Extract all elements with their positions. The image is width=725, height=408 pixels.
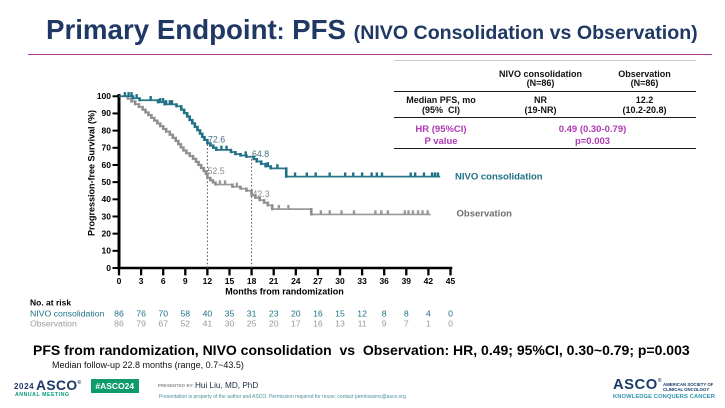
svg-text:30: 30 bbox=[335, 276, 345, 286]
svg-text:60: 60 bbox=[102, 160, 112, 170]
svg-text:9: 9 bbox=[382, 319, 387, 329]
svg-text:64.8: 64.8 bbox=[252, 149, 269, 159]
svg-text:67: 67 bbox=[158, 319, 168, 329]
svg-text:6: 6 bbox=[161, 276, 166, 286]
svg-text:Progression-free Survival (%): Progression-free Survival (%) bbox=[87, 110, 97, 236]
svg-text:42.3: 42.3 bbox=[253, 189, 270, 199]
svg-text:80: 80 bbox=[102, 125, 112, 135]
svg-text:50: 50 bbox=[102, 177, 112, 187]
svg-text:36: 36 bbox=[379, 276, 389, 286]
svg-text:42: 42 bbox=[424, 276, 434, 286]
svg-text:18: 18 bbox=[247, 276, 257, 286]
svg-text:16: 16 bbox=[313, 319, 323, 329]
svg-text:20: 20 bbox=[291, 308, 301, 318]
svg-text:12: 12 bbox=[203, 276, 213, 286]
svg-text:0: 0 bbox=[448, 319, 453, 329]
svg-text:27: 27 bbox=[313, 276, 323, 286]
svg-text:30: 30 bbox=[102, 211, 112, 221]
svg-text:90: 90 bbox=[102, 108, 112, 118]
svg-text:31: 31 bbox=[247, 308, 257, 318]
svg-text:23: 23 bbox=[269, 308, 279, 318]
svg-text:8: 8 bbox=[404, 308, 409, 318]
svg-text:41: 41 bbox=[203, 319, 213, 329]
svg-text:12: 12 bbox=[357, 308, 367, 318]
svg-text:0: 0 bbox=[106, 263, 111, 273]
svg-text:79: 79 bbox=[136, 319, 146, 329]
svg-text:20: 20 bbox=[269, 319, 279, 329]
svg-text:52.5: 52.5 bbox=[208, 166, 225, 176]
svg-text:33: 33 bbox=[357, 276, 367, 286]
svg-text:30: 30 bbox=[225, 319, 235, 329]
svg-text:0: 0 bbox=[448, 308, 453, 318]
svg-text:100: 100 bbox=[97, 91, 111, 101]
svg-text:86: 86 bbox=[114, 308, 124, 318]
svg-text:NIVO consolidation: NIVO consolidation bbox=[30, 308, 105, 318]
svg-text:1: 1 bbox=[426, 319, 431, 329]
svg-text:86: 86 bbox=[114, 319, 124, 329]
svg-text:9: 9 bbox=[183, 276, 188, 286]
svg-text:3: 3 bbox=[139, 276, 144, 286]
svg-text:21: 21 bbox=[269, 276, 279, 286]
svg-text:16: 16 bbox=[313, 308, 323, 318]
svg-text:72.6: 72.6 bbox=[208, 135, 225, 145]
svg-text:No. at risk: No. at risk bbox=[30, 298, 71, 308]
svg-text:11: 11 bbox=[358, 319, 367, 329]
svg-text:0: 0 bbox=[117, 276, 122, 286]
svg-text:24: 24 bbox=[291, 276, 301, 286]
svg-text:Observation: Observation bbox=[457, 209, 513, 220]
svg-text:Months from randomization: Months from randomization bbox=[225, 287, 344, 297]
svg-text:7: 7 bbox=[404, 319, 409, 329]
svg-text:8: 8 bbox=[382, 308, 387, 318]
svg-text:45: 45 bbox=[446, 276, 456, 286]
svg-text:15: 15 bbox=[225, 276, 235, 286]
svg-text:20: 20 bbox=[102, 228, 112, 238]
svg-text:Observation: Observation bbox=[30, 319, 77, 329]
svg-text:70: 70 bbox=[158, 308, 168, 318]
svg-text:10: 10 bbox=[102, 246, 112, 256]
svg-text:13: 13 bbox=[335, 319, 345, 329]
svg-text:NIVO consolidation: NIVO consolidation bbox=[455, 172, 543, 183]
svg-text:4: 4 bbox=[426, 308, 431, 318]
svg-text:52: 52 bbox=[180, 319, 190, 329]
svg-text:15: 15 bbox=[335, 308, 345, 318]
svg-text:40: 40 bbox=[203, 308, 213, 318]
svg-text:70: 70 bbox=[102, 143, 112, 153]
svg-text:39: 39 bbox=[402, 276, 412, 286]
svg-text:58: 58 bbox=[180, 308, 190, 318]
svg-text:25: 25 bbox=[247, 319, 257, 329]
svg-text:40: 40 bbox=[102, 194, 112, 204]
svg-text:35: 35 bbox=[225, 308, 235, 318]
svg-text:17: 17 bbox=[291, 319, 301, 329]
svg-text:76: 76 bbox=[136, 308, 146, 318]
